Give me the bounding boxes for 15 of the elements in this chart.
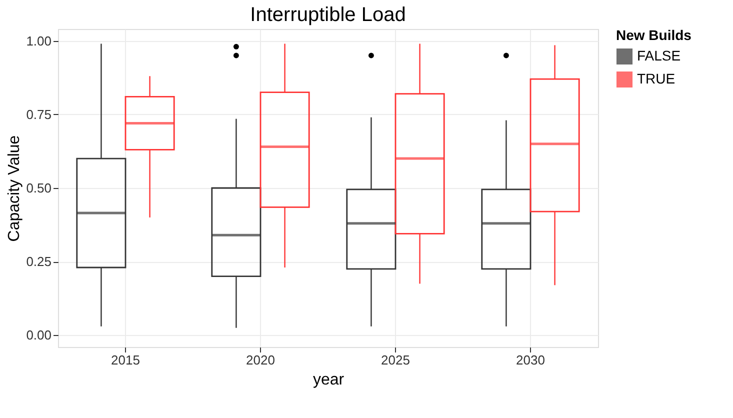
y-tick-label: 1.00 — [26, 33, 52, 48]
x-tick-label: 2015 — [111, 352, 140, 368]
chart-title: Interruptible Load — [250, 4, 406, 26]
y-tick-label: 0.50 — [26, 180, 52, 196]
legend-label: FALSE — [637, 48, 681, 64]
x-tick-label: 2020 — [246, 352, 275, 368]
y-tick-label: 0.25 — [26, 254, 52, 270]
y-axis-title: Capacity Value — [6, 135, 24, 242]
legend-title: New Builds — [616, 27, 692, 43]
legend-label: TRUE — [637, 70, 676, 86]
x-tick-label: 2030 — [516, 352, 545, 368]
x-tick-label: 2025 — [381, 352, 410, 368]
y-tick-label: 0.00 — [26, 328, 52, 343]
x-axis-title: year — [312, 372, 345, 388]
y-tick-label: 0.75 — [26, 106, 52, 122]
